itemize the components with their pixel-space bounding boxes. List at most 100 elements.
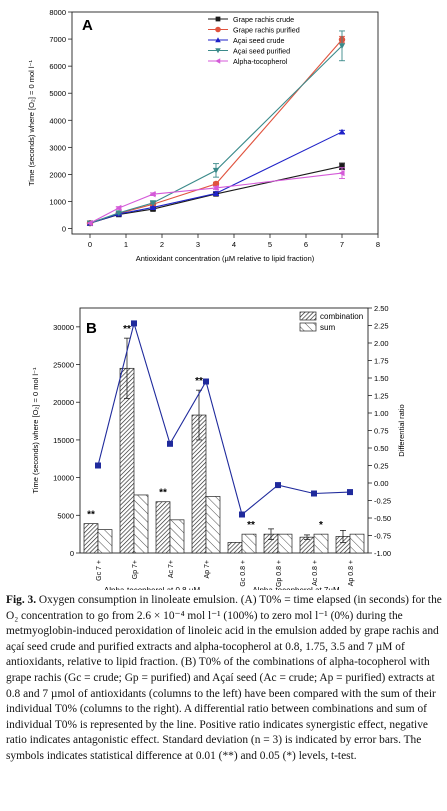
combination-bar (155, 501, 171, 554)
significance-marker: ** (195, 376, 203, 387)
category-label-b: Ac 0.8 + (312, 560, 319, 586)
y-right-tick-label-b: 1.75 (374, 357, 389, 366)
bar-group-b (83, 523, 113, 554)
combination-bar (227, 542, 243, 554)
sum-bar (205, 496, 221, 554)
group-label-b: Alpha-tocopherol at 7µM (252, 586, 340, 590)
data-point-a (338, 128, 346, 135)
ratio-point (275, 482, 281, 489)
category-label-b: Gc 0.8 + (240, 560, 247, 587)
caption-text: Oxygen consumption in linoleate emulsion… (6, 594, 442, 762)
legend-label-b: sum (320, 323, 335, 332)
legend-label-b: combination (320, 312, 363, 321)
data-point-a (212, 184, 219, 192)
combination-bar (83, 523, 99, 554)
ratio-line (97, 321, 351, 516)
sum-bar (97, 529, 113, 554)
data-point-a (339, 163, 345, 170)
x-tick-label-a: 7 (340, 240, 344, 249)
y-tick-label-a: 5000 (49, 89, 66, 98)
y-tick-label-a: 3000 (49, 143, 66, 152)
y-right-tick-label-b: 1.50 (374, 374, 389, 383)
x-tick-label-a: 8 (376, 240, 380, 249)
legend-label-a: Alpha-tocopherol (233, 57, 288, 66)
legend-marker-a (215, 26, 221, 33)
chart-a: A 0 1000 2000 3000 4000 5000 6000 7000 8000 0 1 2 3 4 5… (27, 8, 380, 263)
category-label-b: Ap 0.8 + (348, 560, 355, 586)
x-tick-label-a: 0 (88, 240, 92, 249)
y-right-tick-label-b: 0.50 (374, 444, 389, 453)
data-point-a (115, 204, 122, 212)
category-label-b: Ac 7+ (168, 560, 175, 578)
x-axis-label-a: Antioxidant concentration (µM relative t… (136, 254, 315, 263)
legend-swatch-b (299, 322, 317, 332)
ratio-point (311, 490, 317, 497)
legend-label-a: Açai seed purified (233, 47, 290, 56)
y-right-tick-label-b: 0.75 (374, 427, 389, 436)
legend-marker-a (215, 37, 221, 43)
ratio-point (347, 489, 353, 496)
data-point-a (149, 200, 157, 207)
y-axis-label-a: Time (seconds) where [O₂] = 0 mol l⁻¹ (27, 60, 36, 187)
y-tick-label-b: 20000 (53, 398, 74, 407)
sum-bar (241, 533, 257, 554)
y-tick-label-b: 5000 (57, 511, 74, 520)
sum-bar (349, 533, 365, 554)
x-tick-label-a: 1 (124, 240, 128, 249)
y-tick-label-a: 0 (62, 225, 66, 234)
y-right-tick-label-b: 0.00 (374, 479, 389, 488)
data-point-a (212, 190, 220, 196)
category-label-b: Gc 7 + (96, 560, 103, 581)
y-right-tick-label-b: 1.00 (374, 409, 389, 418)
plot-frame-a (71, 11, 379, 235)
x-tick-label-a: 4 (232, 240, 236, 249)
significance-marker: ** (123, 324, 131, 335)
data-point-a (149, 191, 156, 198)
ratio-point (239, 511, 245, 518)
y-tick-label-b: 15000 (53, 436, 74, 445)
bar-group-b (155, 501, 185, 554)
y-tick-label-a: 2000 (49, 170, 66, 179)
caption-label: Fig. 3. (6, 594, 37, 606)
significance-marker: ** (159, 488, 167, 499)
legend-b: combination sum (299, 311, 363, 332)
significance-marker: * (319, 520, 323, 531)
bar-group-b (191, 389, 221, 554)
x-tick-label-a: 3 (196, 240, 200, 249)
legend-label-a: Grape rachis crude (233, 15, 294, 24)
data-point-a (86, 219, 93, 227)
panel-label-a: A (82, 17, 93, 34)
y-tick-label-b: 25000 (53, 361, 74, 370)
ratio-series (95, 320, 353, 518)
y-tick-label-b: 30000 (53, 323, 74, 332)
chart-b: B 0 5000 10000 15000 20000 25000 30000 -1.00 -0.7… (31, 304, 406, 590)
y-right-tick-label-b: 1.25 (374, 392, 389, 401)
figure-caption: Fig. 3. Oxygen consumption in linoleate … (6, 593, 442, 765)
y-tick-label-a: 7000 (49, 35, 66, 44)
bar-group-b (227, 533, 257, 554)
y-tick-label-a: 4000 (49, 116, 66, 125)
y-right-tick-label-b: 2.25 (374, 322, 389, 331)
y-right-axis-label-b: Differential ratio (397, 404, 406, 456)
x-tick-label-a: 6 (304, 240, 308, 249)
data-point-a (338, 169, 345, 177)
y-right-tick-label-b: -1.00 (374, 549, 391, 558)
bar-group-b (299, 533, 329, 554)
x-tick-label-a: 2 (160, 240, 164, 249)
significance-marker: ** (247, 520, 255, 531)
legend-swatch-b (299, 311, 317, 321)
bar-group-b (335, 529, 365, 554)
y-right-tick-label-b: 2.50 (374, 304, 389, 313)
category-label-b: Gp 7+ (132, 560, 139, 579)
figure: A 0 1000 2000 3000 4000 5000 6000 7000 8000 0 1 2 3 4 5… (27, 8, 406, 590)
series-a-2 (86, 35, 346, 227)
category-label-b: Gp 0.8 + (276, 560, 283, 587)
bar-group-b (263, 528, 293, 554)
y-right-tick-label-b: -0.25 (374, 497, 391, 506)
group-label-b: Alpha-tocopherol at 0.8 µM (104, 586, 201, 590)
series-line-a (89, 172, 343, 224)
y-tick-label-a: 1000 (49, 198, 66, 207)
data-point-a (338, 43, 346, 50)
bar-group-b (119, 337, 149, 554)
